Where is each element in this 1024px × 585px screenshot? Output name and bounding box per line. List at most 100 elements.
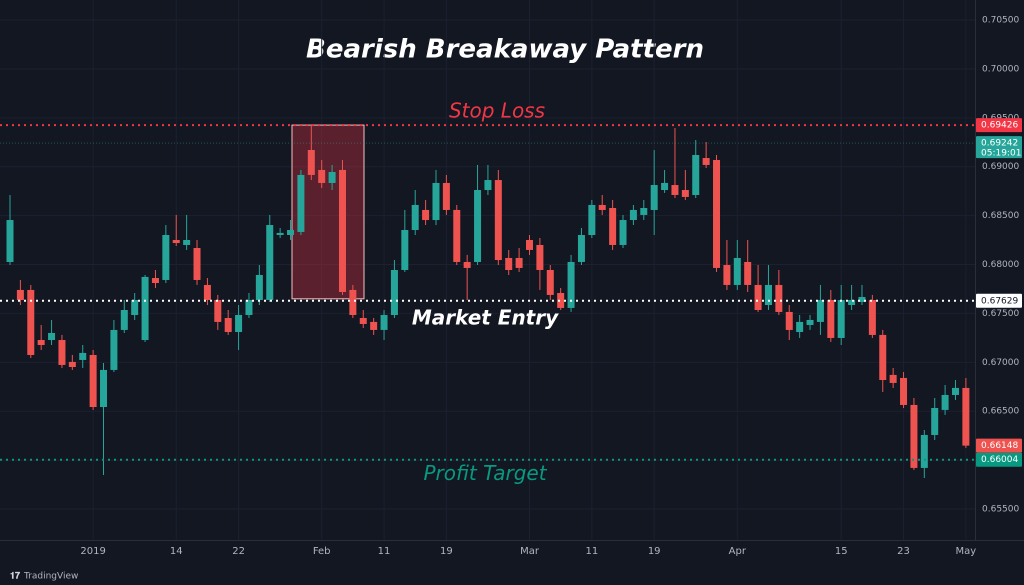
candle-body xyxy=(58,340,66,365)
last-price-tag: 0.66148 xyxy=(981,441,1018,451)
candle-body xyxy=(131,300,139,315)
candle-body xyxy=(27,289,35,355)
candle-body xyxy=(432,182,440,221)
level-price-tag: 0.69426 xyxy=(981,121,1018,131)
candle-body xyxy=(692,154,700,195)
y-tick-label: 0.68000 xyxy=(982,260,1019,270)
x-tick-label: 22 xyxy=(232,546,245,557)
x-tick-label: 19 xyxy=(648,546,661,557)
candle-body xyxy=(193,247,201,280)
candle-body xyxy=(816,300,824,322)
candle-body xyxy=(68,361,76,368)
candle-body xyxy=(235,314,243,332)
candle-body xyxy=(172,239,180,244)
candle-body xyxy=(577,234,585,262)
footer xyxy=(0,563,1024,585)
candle-body xyxy=(411,204,419,231)
candle-body xyxy=(515,257,523,268)
candle-body xyxy=(723,265,731,285)
candle-body xyxy=(37,340,45,346)
candle-body xyxy=(79,352,87,360)
level-price-tag-bg xyxy=(976,118,1022,133)
candle-body xyxy=(764,284,772,306)
candle-body xyxy=(806,319,814,325)
current-price-tag: 0.69242 xyxy=(981,139,1018,149)
candle-body xyxy=(951,387,959,395)
candle-body xyxy=(245,300,253,315)
candle-body xyxy=(785,311,793,330)
x-tick-label: Mar xyxy=(520,546,540,557)
candle-body xyxy=(879,334,887,381)
candle-body xyxy=(463,261,471,268)
candle-body xyxy=(370,321,378,330)
candle-body xyxy=(505,257,513,270)
level-label: Stop Loss xyxy=(449,99,545,123)
candle-body xyxy=(702,158,710,165)
candle-body xyxy=(557,292,565,308)
candle-body xyxy=(442,182,450,210)
current-price-tag-bg xyxy=(976,136,1022,159)
candle-body xyxy=(629,209,637,221)
y-tick-label: 0.70000 xyxy=(982,64,1019,74)
y-tick-label: 0.70500 xyxy=(982,16,1019,26)
level-price-tag: 0.66004 xyxy=(981,455,1018,465)
candle-body xyxy=(307,150,315,175)
candle-body xyxy=(162,234,170,280)
candle-body xyxy=(962,387,970,446)
candle-body xyxy=(276,232,284,235)
candle-body xyxy=(318,169,326,183)
candle-body xyxy=(827,300,835,338)
candle-body xyxy=(941,394,949,410)
candle-body xyxy=(214,300,222,322)
candle-body xyxy=(661,182,669,191)
x-tick-label: May xyxy=(956,546,977,557)
x-tick-label: 19 xyxy=(440,546,453,557)
candle-body xyxy=(671,185,679,195)
countdown: 05:19:01 xyxy=(981,149,1021,159)
y-tick-label: 0.68500 xyxy=(982,211,1019,221)
candle-body xyxy=(640,208,648,215)
candle-body xyxy=(151,278,159,284)
candle-body xyxy=(287,230,295,235)
y-tick-label: 0.69000 xyxy=(982,162,1019,172)
last-price-tag-bg xyxy=(976,438,1022,453)
candle-body xyxy=(255,274,263,301)
candle-body xyxy=(401,230,409,270)
candle-body xyxy=(681,190,689,197)
chart-title: Bearish Breakaway Pattern xyxy=(306,35,704,65)
candle-body xyxy=(775,284,783,312)
candle-body xyxy=(390,270,398,315)
level-label: Profit Target xyxy=(423,461,547,485)
level-price-tag: 0.67629 xyxy=(981,296,1018,306)
candle-body xyxy=(141,276,149,341)
candle-body xyxy=(16,289,24,301)
candle-body xyxy=(619,220,627,245)
candle-body xyxy=(110,329,118,370)
candle-body xyxy=(609,208,617,245)
x-tick-label: 23 xyxy=(897,546,910,557)
watermark: TradingView xyxy=(23,572,78,582)
candle-body xyxy=(744,261,752,285)
candle-body xyxy=(359,318,367,324)
candle-body xyxy=(6,220,14,262)
candle-body xyxy=(89,354,97,408)
candle-body xyxy=(754,284,762,310)
candle-body xyxy=(183,239,191,245)
y-tick-label: 0.66500 xyxy=(982,407,1019,417)
level-price-tag-bg xyxy=(976,452,1022,467)
candle-body xyxy=(588,204,596,235)
candle-body xyxy=(120,309,128,330)
candle-body xyxy=(567,261,575,308)
candle-body xyxy=(328,172,336,183)
candle-body xyxy=(297,174,305,232)
candle-body xyxy=(422,209,430,221)
y-tick-label: 0.67500 xyxy=(982,309,1019,319)
candle-body xyxy=(203,284,211,301)
candle-body xyxy=(546,270,554,295)
candle-body xyxy=(349,289,357,315)
candle-body xyxy=(650,185,658,210)
candle-body xyxy=(494,180,502,261)
candle-body xyxy=(536,244,544,270)
